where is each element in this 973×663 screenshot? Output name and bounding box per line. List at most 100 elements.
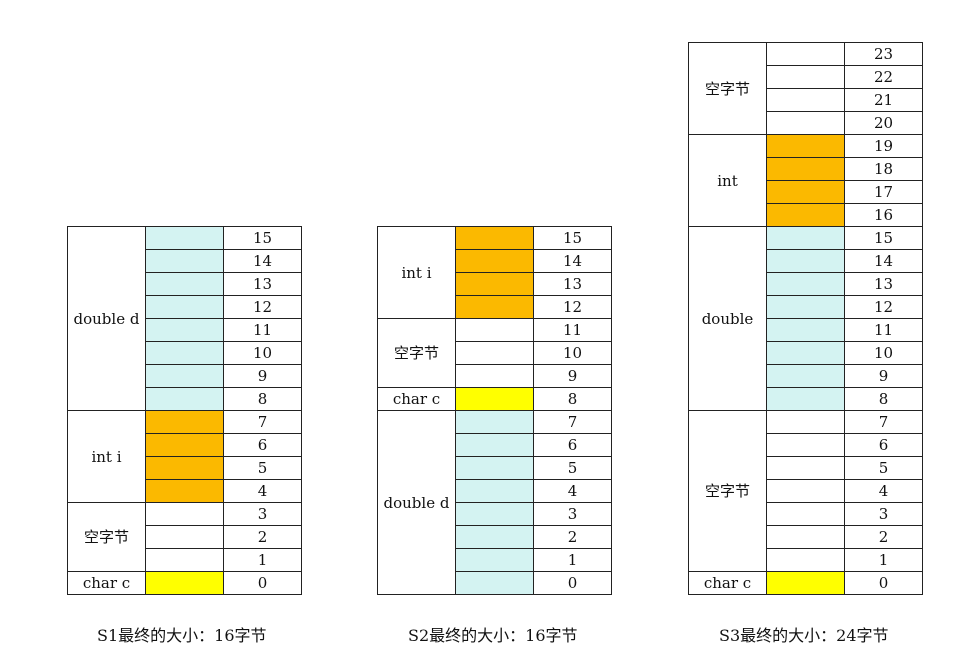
byte-offset: 16 (844, 203, 923, 227)
byte-offset: 2 (844, 525, 923, 549)
byte-cell-double (145, 272, 224, 296)
byte-offset: 5 (844, 456, 923, 480)
byte-offset: 8 (844, 387, 923, 411)
byte-cell-char (766, 571, 845, 595)
byte-cell-padding (455, 341, 534, 365)
field-label: int (688, 134, 767, 227)
byte-cell-double (455, 456, 534, 480)
field-label: 空字节 (688, 42, 767, 135)
byte-row: double d 15 (67, 226, 302, 411)
byte-offset: 7 (223, 410, 302, 434)
byte-offset: 15 (844, 226, 923, 250)
byte-row: 5 (689, 456, 923, 480)
byte-cell-padding (145, 502, 224, 526)
byte-row: 21 (689, 88, 923, 112)
byte-row: 2 (689, 525, 923, 549)
byte-row: 12 (378, 295, 612, 319)
byte-offset: 14 (844, 249, 923, 273)
struct-s1-caption: S1最终的大小：16字节 (97, 626, 267, 645)
byte-row: 1 (689, 548, 923, 572)
memory-table-body: double d 15 14 13 12 11 10 9 8 int i 7 6 5 4 空字节 3 2 1 cha… (67, 226, 302, 595)
byte-row: double 15 (688, 226, 923, 411)
byte-row: 14 (68, 249, 302, 273)
byte-cell-int (145, 410, 224, 434)
byte-cell-padding (145, 525, 224, 549)
byte-cell-double (766, 272, 845, 296)
byte-row: 空字节 3 (67, 502, 302, 572)
byte-offset: 18 (844, 157, 923, 181)
byte-offset: 9 (223, 364, 302, 388)
field-label: int i (377, 226, 456, 319)
byte-offset: 8 (223, 387, 302, 411)
byte-offset: 4 (533, 479, 612, 503)
byte-offset: 2 (533, 525, 612, 549)
byte-row: 12 (689, 295, 923, 319)
byte-cell-int (766, 157, 845, 181)
memory-table-s1: double d 15 14 13 12 11 10 9 8 int i 7 6 5 4 空字节 3 2 1 cha… (67, 226, 302, 595)
byte-cell-double (455, 433, 534, 457)
byte-row: 空字节 11 (377, 318, 612, 388)
byte-offset: 10 (844, 341, 923, 365)
byte-cell-double (455, 571, 534, 595)
byte-offset: 0 (533, 571, 612, 595)
byte-offset: 1 (844, 548, 923, 572)
byte-offset: 15 (533, 226, 612, 250)
byte-cell-int (455, 272, 534, 296)
byte-offset: 12 (844, 295, 923, 319)
byte-offset: 4 (223, 479, 302, 503)
byte-offset: 3 (533, 502, 612, 526)
byte-offset: 10 (223, 341, 302, 365)
byte-row: 8 (689, 387, 923, 411)
byte-cell-padding (766, 410, 845, 434)
byte-offset: 10 (533, 341, 612, 365)
byte-offset: 6 (533, 433, 612, 457)
byte-offset: 2 (223, 525, 302, 549)
byte-offset: 7 (844, 410, 923, 434)
byte-row: 1 (378, 548, 612, 572)
field-label: double d (67, 226, 146, 411)
byte-cell-padding (766, 479, 845, 503)
byte-row: 3 (378, 502, 612, 526)
field-label: 空字节 (67, 502, 146, 572)
byte-offset: 15 (223, 226, 302, 250)
byte-cell-double (455, 479, 534, 503)
byte-offset: 22 (844, 65, 923, 89)
byte-row: 0 (378, 571, 612, 595)
byte-cell-padding (766, 42, 845, 66)
field-label: double (688, 226, 767, 411)
byte-cell-char (145, 571, 224, 595)
byte-offset: 19 (844, 134, 923, 158)
byte-row: int 19 (688, 134, 923, 227)
byte-cell-double (766, 364, 845, 388)
byte-row: 11 (689, 318, 923, 342)
byte-row: char c 0 (688, 571, 923, 595)
field-label: int i (67, 410, 146, 503)
byte-offset: 20 (844, 111, 923, 135)
byte-row: 4 (689, 479, 923, 503)
byte-offset: 17 (844, 180, 923, 204)
byte-row: 9 (689, 364, 923, 388)
byte-offset: 1 (533, 548, 612, 572)
byte-offset: 6 (223, 433, 302, 457)
field-label: 空字节 (688, 410, 767, 572)
byte-row: 1 (68, 548, 302, 572)
byte-cell-double (145, 318, 224, 342)
byte-offset: 0 (844, 571, 923, 595)
field-label: char c (377, 387, 456, 411)
field-label: char c (688, 571, 767, 595)
byte-row: 5 (378, 456, 612, 480)
memory-table-s3: 空字节 23 22 21 20 int 19 18 17 16 double 15 14 13 12 11 10… (688, 42, 923, 595)
byte-cell-double (766, 295, 845, 319)
byte-cell-padding (455, 318, 534, 342)
byte-offset: 3 (223, 502, 302, 526)
byte-cell-padding (766, 502, 845, 526)
struct-s1-layout: double d 15 14 13 12 11 10 9 8 int i 7 6 5 4 空字节 3 2 1 cha… (67, 226, 302, 595)
byte-cell-padding (766, 433, 845, 457)
byte-row: 11 (68, 318, 302, 342)
byte-cell-padding (766, 65, 845, 89)
byte-cell-padding (766, 88, 845, 112)
byte-offset: 6 (844, 433, 923, 457)
byte-offset: 9 (533, 364, 612, 388)
